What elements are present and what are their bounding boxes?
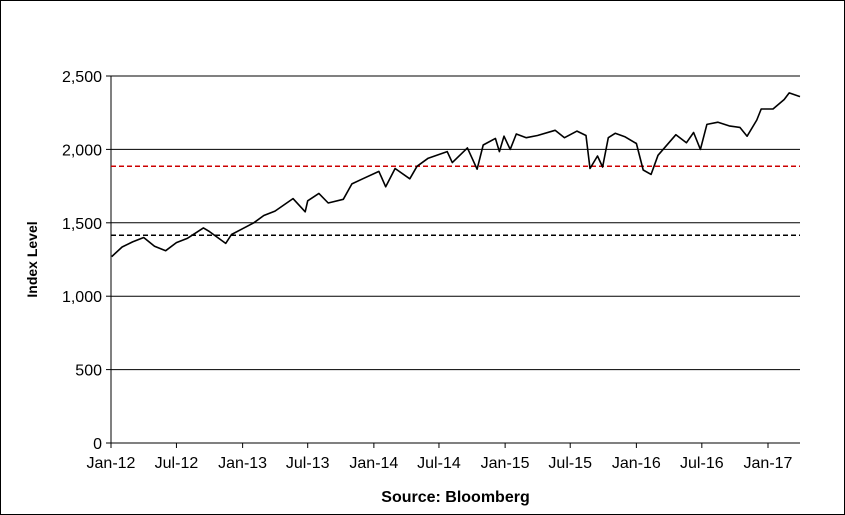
x-tick-label: Jan-14 xyxy=(349,455,398,472)
x-tick-label: Jan-17 xyxy=(744,455,793,472)
y-tick-label: 500 xyxy=(75,363,102,380)
y-tick-label: 2,000 xyxy=(62,142,102,159)
x-tick-label: Jul-13 xyxy=(286,455,330,472)
x-tick-label: Jan-13 xyxy=(218,455,267,472)
x-tick-label: Jul-15 xyxy=(548,455,592,472)
series-layer xyxy=(111,92,801,258)
x-tick-label: Jan-16 xyxy=(612,455,661,472)
y-tick-label: 1,500 xyxy=(62,216,102,233)
y-axis-title: Index Level xyxy=(24,221,40,297)
axes xyxy=(110,76,800,444)
x-tick-label: Jul-14 xyxy=(417,455,461,472)
x-tick-label: Jul-16 xyxy=(680,455,724,472)
source-label: Source: Bloomberg xyxy=(381,489,529,506)
x-tick-label: Jan-15 xyxy=(481,455,530,472)
y-tick-labels: 0 500 1,000 1,500 2,000 2,500 xyxy=(62,69,111,453)
x-tick-label: Jan-12 xyxy=(87,455,136,472)
x-tick-label: Jul-12 xyxy=(155,455,199,472)
gridlines xyxy=(111,75,800,371)
series-line xyxy=(111,92,801,258)
y-tick-label: 1,000 xyxy=(62,289,102,306)
y-tick-label: 0 xyxy=(93,436,102,453)
y-tick-label: 2,500 xyxy=(62,69,102,86)
x-tick-labels: Jan-12 Jul-12 Jan-13 Jul-13 Jan-14 Jul-14 Jan-… xyxy=(87,443,793,472)
reference-lines xyxy=(111,165,800,237)
